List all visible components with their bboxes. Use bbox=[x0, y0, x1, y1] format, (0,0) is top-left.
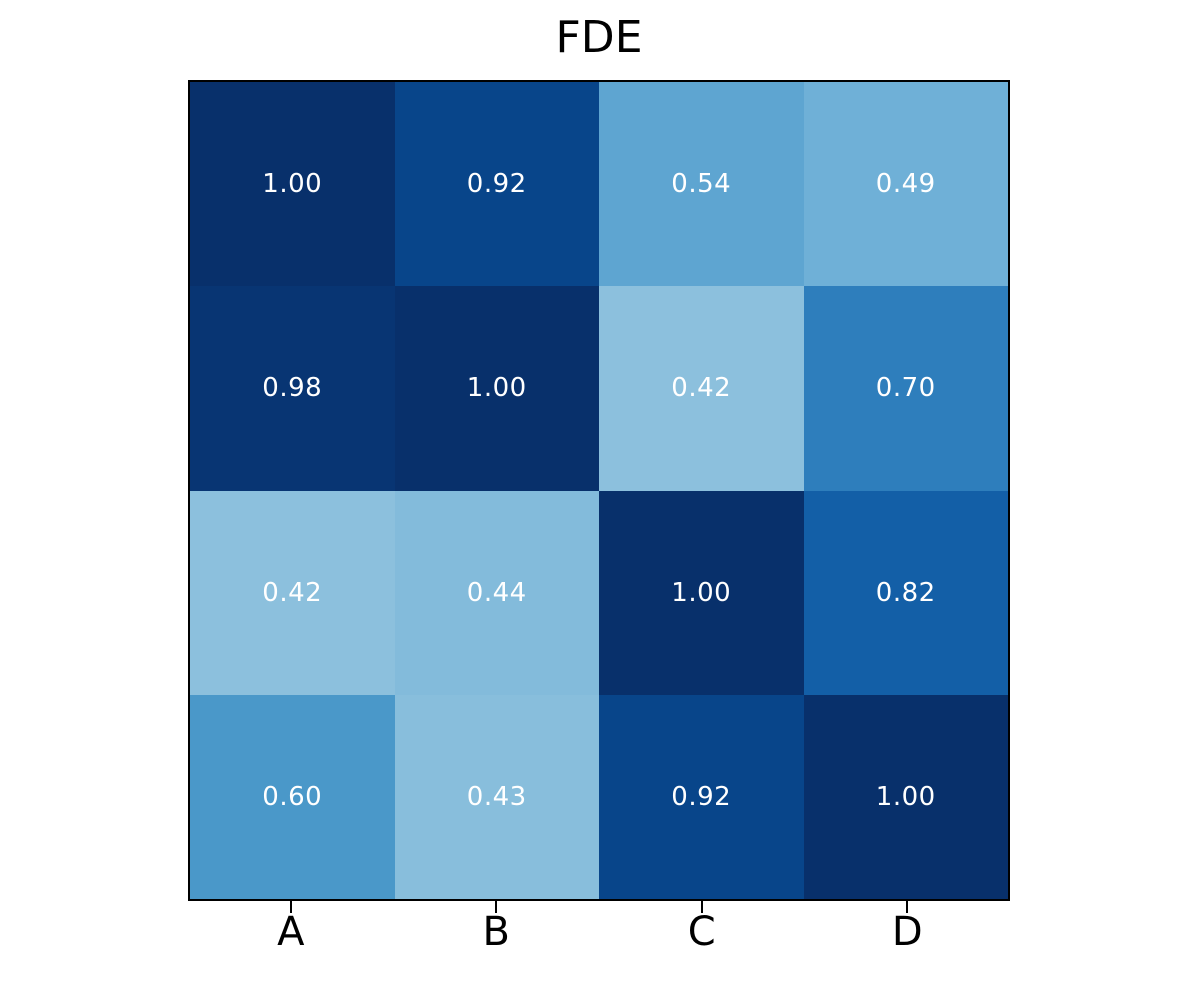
heatmap-cell-r3c1: 0.43 bbox=[394, 694, 599, 899]
x-tick bbox=[599, 901, 805, 913]
cell-value: 0.54 bbox=[671, 169, 732, 200]
heatmap-cell-r1c2: 0.42 bbox=[599, 286, 804, 491]
heatmap-row: 1.00 0.92 0.54 0.49 bbox=[190, 82, 1008, 287]
cell-value: 0.92 bbox=[466, 169, 527, 200]
heatmap-row: 0.60 0.43 0.92 1.00 bbox=[190, 694, 1008, 899]
heatmap-cell-r3c3: 1.00 bbox=[803, 694, 1008, 899]
heatmap-row: 0.98 1.00 0.42 0.70 bbox=[190, 286, 1008, 491]
x-tick-mark bbox=[495, 901, 498, 913]
cell-value: 0.49 bbox=[875, 169, 936, 200]
heatmap-plot: 1.00 0.92 0.54 0.49 0.98 1.00 0.42 0.70 0.42 0.44… bbox=[188, 80, 1010, 901]
x-tick-label-C: C bbox=[687, 909, 716, 955]
cell-value: 0.43 bbox=[466, 781, 527, 812]
x-tick bbox=[805, 901, 1011, 913]
x-tick-mark bbox=[289, 901, 292, 913]
cell-value: 0.98 bbox=[262, 373, 323, 404]
chart-title: FDE bbox=[555, 12, 643, 63]
heatmap-cell-r2c0: 0.42 bbox=[190, 490, 395, 695]
x-axis-labels: A B C D bbox=[188, 908, 1010, 956]
cell-value: 1.00 bbox=[262, 169, 323, 200]
cell-value: 0.92 bbox=[671, 781, 732, 812]
heatmap-cell-r0c1: 0.92 bbox=[394, 82, 599, 287]
heatmap-cell-r0c2: 0.54 bbox=[599, 82, 804, 287]
cell-value: 0.42 bbox=[262, 577, 323, 608]
heatmap-cell-r3c2: 0.92 bbox=[599, 694, 804, 899]
x-tick-label-D: D bbox=[891, 909, 923, 955]
heatmap-cell-r0c3: 0.49 bbox=[803, 82, 1008, 287]
x-tick-label-B: B bbox=[482, 909, 510, 955]
cell-value: 0.44 bbox=[466, 577, 527, 608]
x-tick bbox=[188, 901, 394, 913]
cell-value: 1.00 bbox=[466, 373, 527, 404]
heatmap-row: 0.42 0.44 1.00 0.82 bbox=[190, 490, 1008, 695]
cell-value: 0.42 bbox=[671, 373, 732, 404]
x-tick-mark bbox=[906, 901, 909, 913]
heatmap-cell-r2c1: 0.44 bbox=[394, 490, 599, 695]
cell-value: 0.60 bbox=[262, 781, 323, 812]
heatmap-cell-r1c1: 1.00 bbox=[394, 286, 599, 491]
heatmap-cell-r1c3: 0.70 bbox=[803, 286, 1008, 491]
heatmap-cell-r0c0: 1.00 bbox=[190, 82, 395, 287]
x-tick bbox=[394, 901, 600, 913]
cell-value: 0.70 bbox=[875, 373, 936, 404]
x-tick-label-A: A bbox=[277, 909, 305, 955]
heatmap-cell-r2c3: 0.82 bbox=[803, 490, 1008, 695]
cell-value: 1.00 bbox=[671, 577, 732, 608]
x-axis-ticks bbox=[188, 901, 1010, 913]
heatmap-cell-r3c0: 0.60 bbox=[190, 694, 395, 899]
x-tick-mark bbox=[700, 901, 703, 913]
cell-value: 1.00 bbox=[875, 781, 936, 812]
heatmap-cell-r2c2: 1.00 bbox=[599, 490, 804, 695]
cell-value: 0.82 bbox=[875, 577, 936, 608]
heatmap-cell-r1c0: 0.98 bbox=[190, 286, 395, 491]
